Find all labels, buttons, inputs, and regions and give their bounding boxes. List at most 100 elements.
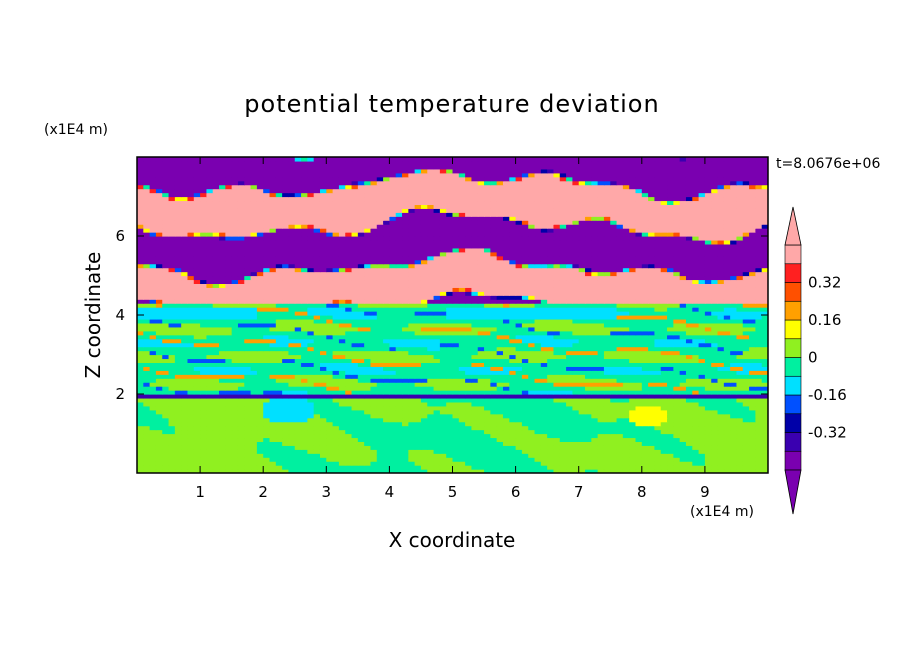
field-cell — [408, 413, 416, 419]
field-cell — [603, 417, 611, 423]
field-cell — [641, 303, 649, 308]
field-cell — [572, 334, 580, 340]
field-cell — [263, 330, 271, 336]
field-cell — [237, 378, 245, 383]
field-cell — [667, 437, 674, 442]
field-cell — [553, 465, 561, 470]
field-cell — [408, 346, 416, 352]
field-cell — [736, 315, 744, 320]
field-cell — [521, 409, 529, 415]
field-cell — [332, 370, 340, 375]
field-cell — [736, 291, 744, 296]
field-cell — [698, 390, 706, 395]
field-cell — [307, 362, 315, 367]
field-cell — [200, 346, 208, 352]
field-cell — [711, 429, 719, 435]
field-cell — [174, 465, 182, 470]
field-cell — [376, 382, 384, 387]
field-cell — [723, 461, 731, 466]
field-cell — [256, 295, 264, 300]
field-cell — [143, 449, 151, 454]
field-cell — [307, 315, 315, 320]
field-cell — [484, 318, 491, 324]
field-cell — [402, 366, 409, 371]
field-cell — [225, 326, 233, 332]
field-cell — [641, 315, 649, 320]
field-cell — [755, 421, 763, 427]
field-cell — [698, 334, 706, 340]
field-cell — [648, 311, 656, 316]
field-cell — [477, 441, 485, 446]
field-cell — [496, 346, 504, 352]
field-cell — [200, 378, 208, 383]
field-cell — [603, 433, 611, 439]
field-cell — [225, 449, 233, 454]
field-cell — [723, 441, 731, 446]
field-cell — [566, 425, 573, 431]
field-cell — [521, 449, 529, 454]
field-cell — [578, 425, 586, 431]
field-cell — [730, 457, 738, 462]
field-cell — [395, 362, 403, 367]
field-cell — [433, 457, 441, 462]
field-cell — [490, 409, 498, 415]
field-cell — [465, 401, 473, 407]
field-cell — [256, 441, 264, 446]
field-cell — [420, 409, 428, 415]
field-cell — [275, 421, 283, 427]
field-cell — [187, 342, 195, 348]
field-cell — [553, 461, 561, 466]
field-cell — [149, 441, 157, 446]
field-cell — [736, 322, 744, 328]
field-cell — [307, 401, 315, 407]
field-cell — [502, 322, 510, 328]
field-cell — [345, 366, 353, 371]
field-cell — [711, 370, 719, 375]
field-cell — [692, 417, 700, 423]
field-cell — [408, 409, 416, 415]
field-cell — [143, 338, 151, 344]
field-cell — [616, 350, 624, 356]
field-cell — [572, 417, 580, 423]
field-cell — [585, 362, 592, 367]
field-cell — [338, 338, 346, 344]
field-cell — [383, 311, 390, 316]
field-cell — [736, 469, 744, 473]
field-cell — [458, 390, 466, 395]
field-cell — [307, 374, 315, 379]
field-cell — [275, 279, 283, 284]
field-cell — [212, 437, 220, 442]
field-cell — [553, 299, 561, 304]
field-cell — [408, 429, 416, 435]
field-cell — [711, 374, 719, 379]
field-cell — [515, 461, 523, 466]
field-cell — [420, 394, 428, 399]
field-cell — [566, 453, 573, 458]
field-cell — [591, 318, 599, 324]
field-cell — [629, 362, 637, 367]
field-cell — [534, 425, 542, 431]
field-cell — [250, 354, 258, 360]
field-cell — [477, 362, 485, 367]
field-cell — [288, 378, 296, 383]
field-cell — [673, 401, 681, 407]
field-cell — [383, 445, 390, 450]
field-cell — [648, 291, 656, 296]
field-cell — [717, 413, 725, 419]
field-cell — [345, 362, 353, 367]
field-cell — [761, 299, 768, 304]
field-cell — [420, 413, 428, 419]
field-cell — [465, 374, 473, 379]
field-cell — [484, 366, 491, 371]
field-cell — [376, 461, 384, 466]
field-cell — [256, 382, 264, 387]
field-cell — [585, 279, 592, 284]
field-cell — [155, 461, 163, 466]
field-cell — [187, 311, 195, 316]
field-cell — [231, 295, 239, 300]
field-cell — [667, 295, 674, 300]
field-cell — [597, 370, 605, 375]
field-cell — [692, 350, 700, 356]
field-cell — [200, 413, 208, 419]
field-cell — [755, 413, 763, 419]
